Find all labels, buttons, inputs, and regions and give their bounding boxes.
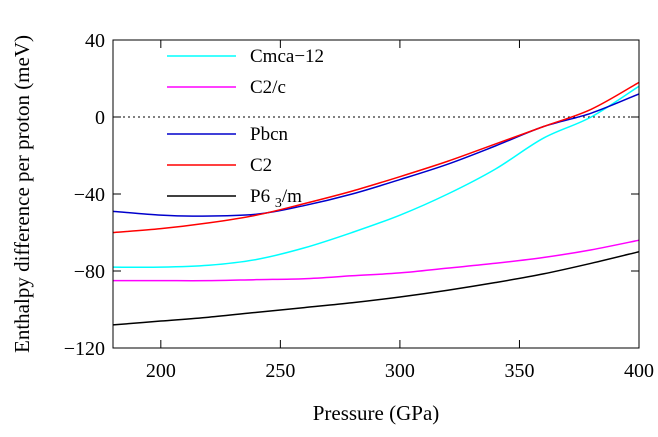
- series-layer: [112, 81, 640, 326]
- legend-item-c2: C2: [167, 155, 272, 176]
- ticks-layer: [113, 39, 640, 349]
- legend-label: P6 3/m: [250, 186, 302, 211]
- legend-item-p6-m: P6 3/m: [167, 186, 302, 211]
- legend-label: Cmca−12: [250, 46, 324, 67]
- legend-item-cmca-12: Cmca−12: [167, 46, 324, 67]
- legend-label: C2/c: [250, 77, 286, 98]
- plot-frame: [112, 39, 640, 349]
- legend-item-c2-c: C2/c: [167, 77, 286, 98]
- x-axis-label: Pressure (GPa): [313, 401, 440, 425]
- x-tick-label: 350: [504, 360, 534, 382]
- x-tick-label: 300: [385, 360, 415, 382]
- x-tick-label: 400: [624, 360, 654, 382]
- y-tick-label: −80: [74, 261, 105, 283]
- series-line-c2: [112, 81, 640, 234]
- series-line-pbcn: [112, 93, 640, 217]
- y-tick-label: 0: [95, 107, 105, 129]
- legend-item-pbcn: Pbcn: [167, 124, 289, 145]
- y-tick-label: −40: [74, 184, 105, 206]
- x-tick-label: 250: [265, 360, 295, 382]
- y-tick-label: 40: [85, 30, 105, 52]
- series-line-p6-m: [112, 251, 640, 326]
- series-line-cmca-12: [112, 85, 640, 269]
- y-axis-label: Enthalpy difference per proton (meV): [10, 35, 34, 353]
- y-tick-label: −120: [64, 338, 105, 360]
- legend: Cmca−12 C2/c Pbcn C2 P6 3/m: [167, 46, 324, 211]
- legend-label: Pbcn: [250, 124, 289, 145]
- x-tick-label: 200: [146, 360, 176, 382]
- series-line-c2-c: [112, 239, 640, 282]
- legend-label: C2: [250, 155, 272, 176]
